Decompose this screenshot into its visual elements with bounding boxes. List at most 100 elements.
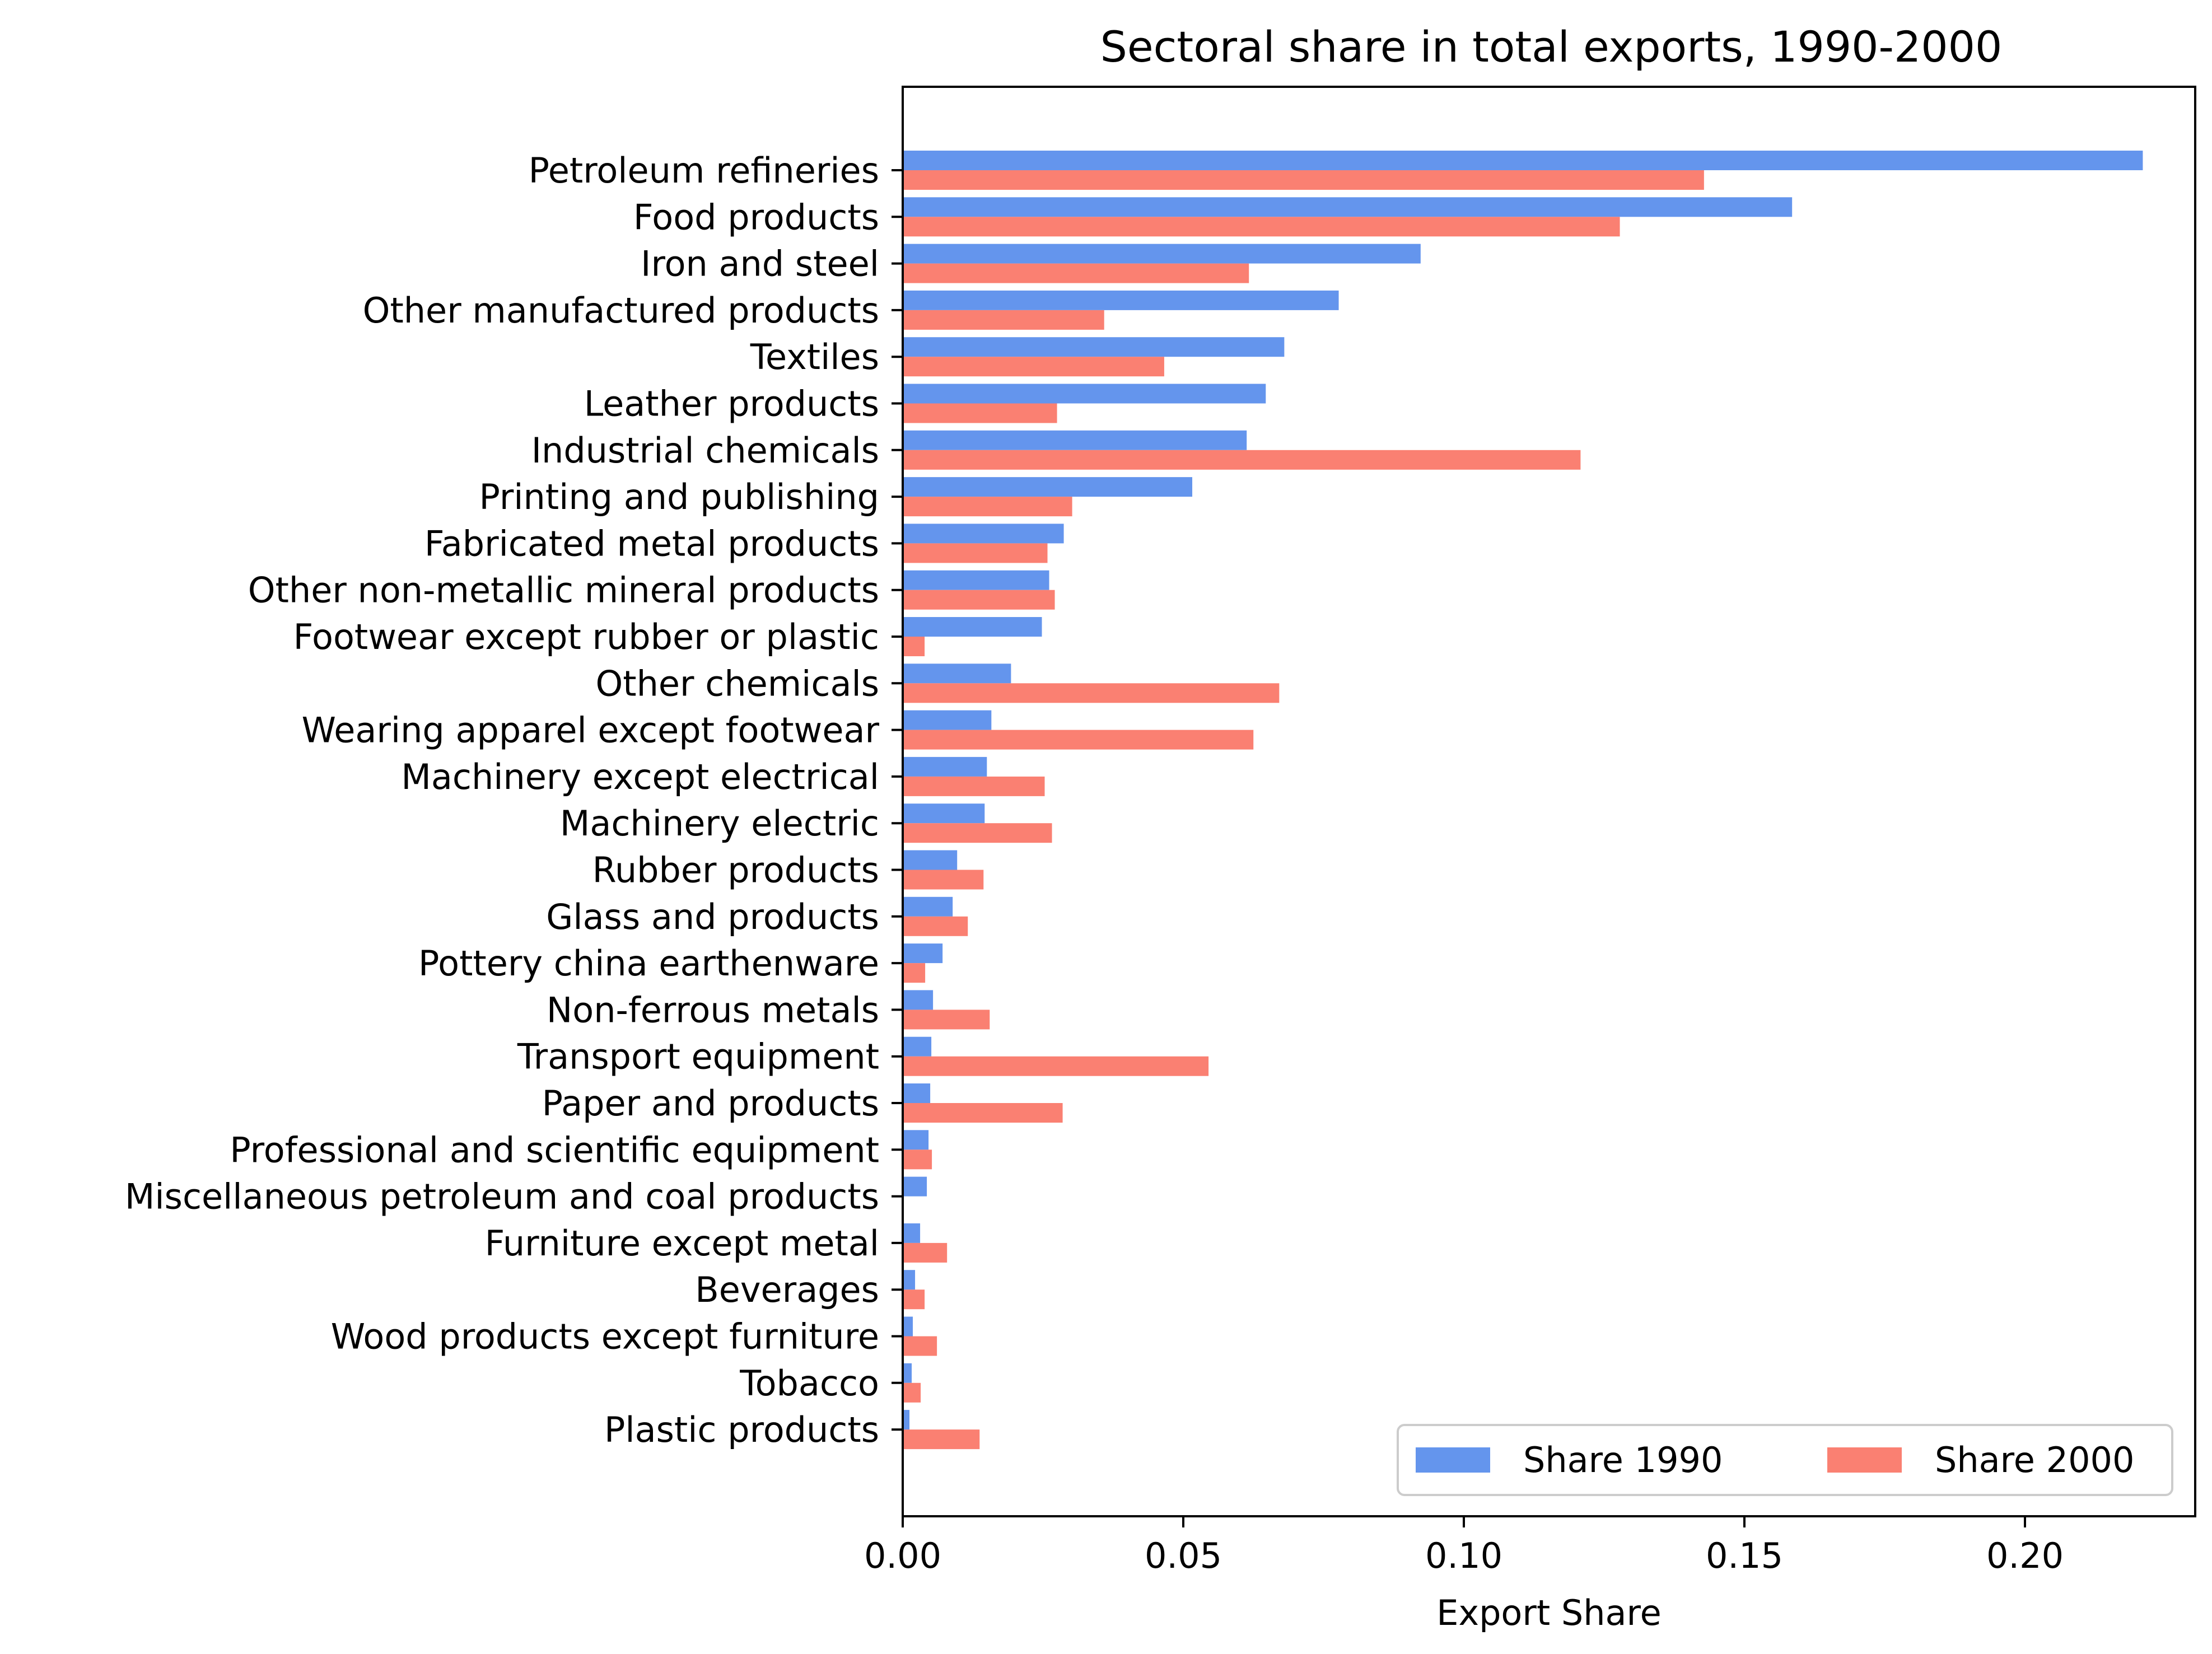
y-tick-label-industrial-chemicals: Industrial chemicals [531, 430, 879, 471]
y-tick-label-furniture-except-metal: Furniture except metal [485, 1223, 879, 1264]
legend-swatch-share-2000 [1827, 1447, 1902, 1473]
plot-frame [902, 86, 2196, 1517]
bar-share-1990-other-chemicals [903, 664, 1011, 684]
y-tick-label-non-ferrous-metals: Non-ferrous metals [547, 989, 879, 1030]
legend: Share 1990 Share 2000 [1397, 1424, 2173, 1496]
bar-share-2000-other-non-metallic-mineral-products [903, 590, 1055, 610]
y-tick-label-machinery-electric: Machinery electric [560, 803, 879, 844]
bar-share-1990-food-products [903, 197, 1793, 217]
x-tick-label-0-10: 0.10 [1425, 1535, 1502, 1576]
y-tick-label-glass-and-products: Glass and products [546, 896, 879, 937]
bar-share-1990-textiles [903, 337, 1285, 357]
x-tick-label-0-20: 0.20 [1986, 1535, 2064, 1576]
bar-share-2000-leather-products [903, 403, 1057, 423]
bar-share-1990-wearing-apparel-except-footwear [903, 710, 992, 730]
bar-share-1990-plastic-products [903, 1410, 910, 1430]
bar-share-1990-professional-and-scientific-equipment [903, 1130, 929, 1150]
y-tick-label-miscellaneous-petroleum-and-coal-products: Miscellaneous petroleum and coal product… [125, 1176, 879, 1217]
bar-share-1990-machinery-electric [903, 803, 985, 824]
bar-share-1990-machinery-except-electrical [903, 756, 987, 777]
y-tick-label-tobacco: Tobacco [739, 1363, 879, 1404]
x-axis-label: Export Share [1436, 1592, 1662, 1633]
bar-share-2000-professional-and-scientific-equipment [903, 1150, 932, 1170]
bar-share-1990-paper-and-products [903, 1083, 931, 1103]
y-tick-label-other-manufactured-products: Other manufactured products [363, 290, 879, 331]
bar-share-1990-miscellaneous-petroleum-and-coal-products [903, 1176, 927, 1197]
x-tick-label-0-05: 0.05 [1145, 1535, 1222, 1576]
y-tick-label-food-products: Food products [633, 197, 879, 237]
bar-share-2000-wood-products-except-furniture [903, 1336, 937, 1356]
bar-share-2000-furniture-except-metal [903, 1242, 948, 1263]
bar-share-1990-fabricated-metal-products [903, 524, 1064, 544]
bar-share-2000-petroleum-refineries [903, 170, 1704, 190]
chart-title: Sectoral share in total exports, 1990-20… [1100, 22, 2003, 72]
bar-share-1990-other-non-metallic-mineral-products [903, 570, 1049, 590]
bar-share-2000-paper-and-products [903, 1103, 1063, 1123]
bar-share-2000-tobacco [903, 1382, 921, 1403]
bar-share-2000-other-chemicals [903, 683, 1280, 703]
bar-share-2000-food-products [903, 217, 1620, 237]
bar-share-2000-pottery-china-earthenware [903, 963, 926, 983]
bar-share-1990-other-manufactured-products [903, 290, 1339, 310]
y-tick-label-printing-and-publishing: Printing and publishing [479, 476, 879, 517]
bar-share-1990-rubber-products [903, 850, 958, 870]
y-axis: Petroleum refineries Food products Iron an… [125, 150, 903, 1450]
bar-share-1990-beverages [903, 1270, 916, 1290]
bar-share-1990-non-ferrous-metals [903, 990, 934, 1010]
y-tick-label-wood-products-except-furniture: Wood products except furniture [331, 1316, 879, 1357]
bar-share-2000-non-ferrous-metals [903, 1010, 990, 1030]
y-tick-label-petroleum-refineries: Petroleum refineries [529, 150, 879, 191]
bar-share-1990-glass-and-products [903, 896, 953, 917]
x-tick-label-0-00: 0.00 [864, 1535, 941, 1576]
bar-share-1990-pottery-china-earthenware [903, 943, 943, 964]
bar-share-1990-wood-products-except-furniture [903, 1316, 913, 1337]
legend-swatch-share-1990 [1416, 1447, 1490, 1473]
bar-share-2000-printing-and-publishing [903, 497, 1072, 517]
bar-share-2000-rubber-products [903, 870, 984, 890]
plot-bars [903, 151, 2143, 1450]
y-tick-label-wearing-apparel-except-footwear: Wearing apparel except footwear [302, 710, 880, 751]
bar-share-2000-iron-and-steel [903, 263, 1249, 283]
bar-share-2000-industrial-chemicals [903, 450, 1581, 470]
bar-share-2000-fabricated-metal-products [903, 543, 1048, 563]
bar-share-2000-textiles [903, 357, 1164, 377]
y-tick-label-other-chemicals: Other chemicals [595, 663, 879, 704]
legend-box [1397, 1424, 2173, 1496]
bar-share-1990-iron-and-steel [903, 244, 1421, 264]
bar-share-2000-beverages [903, 1289, 925, 1310]
bar-share-2000-machinery-electric [903, 823, 1052, 843]
bar-share-1990-furniture-except-metal [903, 1223, 921, 1243]
bar-share-1990-petroleum-refineries [903, 151, 2143, 170]
legend-label-share-1990: Share 1990 [1523, 1440, 1723, 1480]
y-tick-label-leather-products: Leather products [584, 384, 879, 424]
bar-share-1990-printing-and-publishing [903, 477, 1193, 497]
y-tick-label-iron-and-steel: Iron and steel [641, 244, 879, 284]
x-axis: 0.00 0.05 0.10 0.15 0.20 [864, 1516, 2064, 1576]
y-tick-label-pottery-china-earthenware: Pottery china earthenware [418, 943, 879, 984]
bar-share-1990-tobacco [903, 1363, 912, 1383]
bar-share-2000-machinery-except-electrical [903, 776, 1045, 796]
legend-label-share-2000: Share 2000 [1935, 1440, 2134, 1480]
y-tick-label-transport-equipment: Transport equipment [517, 1036, 879, 1077]
y-tick-label-machinery-except-electrical: Machinery except electrical [401, 756, 879, 797]
y-tick-label-fabricated-metal-products: Fabricated metal products [424, 523, 879, 564]
bar-share-2000-glass-and-products [903, 916, 968, 936]
y-tick-label-paper-and-products: Paper and products [542, 1083, 879, 1124]
y-tick-label-rubber-products: Rubber products [592, 850, 879, 891]
x-tick-label-0-15: 0.15 [1706, 1535, 1783, 1576]
y-tick-label-other-non-metallic-mineral-products: Other non-metallic mineral products [248, 570, 879, 611]
y-tick-label-textiles: Textiles [750, 337, 879, 377]
bar-share-2000-wearing-apparel-except-footwear [903, 730, 1254, 750]
bar-share-1990-leather-products [903, 384, 1266, 404]
bar-share-1990-transport-equipment [903, 1036, 932, 1057]
bar-share-2000-plastic-products [903, 1429, 980, 1450]
y-tick-label-footwear-except-rubber-or-plastic: Footwear except rubber or plastic [293, 616, 879, 657]
bar-share-2000-transport-equipment [903, 1056, 1209, 1076]
bar-share-2000-footwear-except-rubber-or-plastic [903, 637, 925, 656]
y-tick-label-professional-and-scientific-equipment: Professional and scientific equipment [230, 1129, 879, 1170]
y-tick-label-beverages: Beverages [695, 1269, 879, 1310]
bar-share-1990-footwear-except-rubber-or-plastic [903, 617, 1042, 637]
bar-share-1990-industrial-chemicals [903, 430, 1247, 450]
